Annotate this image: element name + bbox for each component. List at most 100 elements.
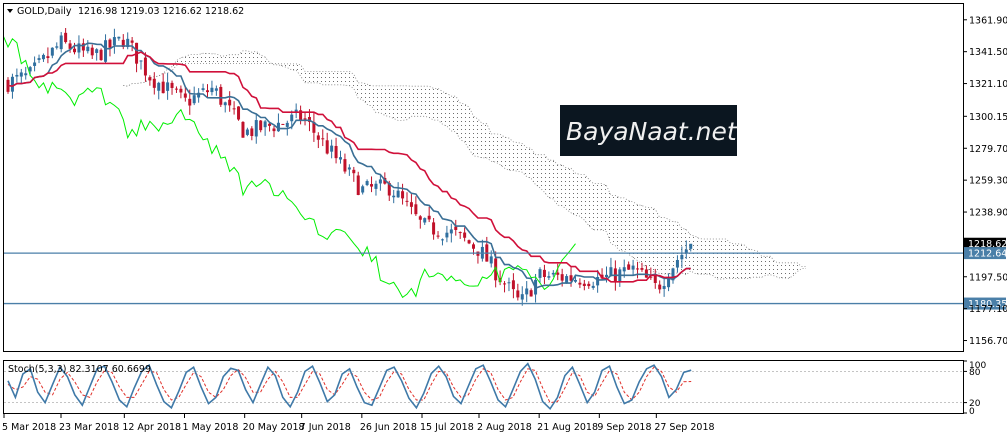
- candle-body: [631, 265, 635, 270]
- candle-body: [622, 267, 626, 272]
- candle-body: [174, 88, 178, 90]
- candle-body: [86, 46, 90, 52]
- candle-body: [551, 272, 555, 275]
- stoch-title: Stoch(5,3,3) 82.3107 60.6699: [8, 364, 151, 375]
- candle-body: [436, 235, 440, 237]
- candle-body: [263, 121, 267, 128]
- candle-body: [104, 40, 108, 62]
- price-tick-label: 1300.15: [969, 112, 1007, 123]
- candle-body: [188, 98, 192, 106]
- candle-body: [494, 258, 498, 281]
- candle-body: [356, 175, 360, 195]
- price-tick-label: 1197.50: [969, 272, 1007, 283]
- chart-header: GOLD,Daily 1216.98 1219.03 1216.62 1218.…: [7, 6, 244, 17]
- candle-body: [587, 283, 591, 287]
- ichimoku-cloud: [123, 50, 807, 280]
- candle-body: [197, 92, 201, 98]
- cloud-area: [123, 50, 807, 280]
- candle-body: [55, 46, 59, 48]
- price-marker: [964, 237, 1006, 250]
- candle-body: [680, 254, 684, 260]
- candle-body: [392, 195, 396, 198]
- senkou-span-a: [123, 50, 806, 280]
- candle-body: [312, 121, 316, 133]
- candle-body: [223, 102, 227, 106]
- candle-body: [449, 229, 453, 234]
- price-marker-label: 1212.64: [968, 249, 1007, 260]
- candle-body: [472, 244, 475, 249]
- stoch-signal-line: [7, 366, 692, 404]
- candle-body: [370, 184, 374, 187]
- candle-body: [498, 278, 502, 283]
- price-marker-label: 1180.35: [968, 299, 1007, 310]
- candle-body: [516, 290, 520, 298]
- candle-body: [152, 78, 156, 88]
- candlesticks: [6, 28, 693, 306]
- price-tick-label: 1341.50: [969, 47, 1007, 58]
- candle-body: [454, 226, 458, 230]
- candle-body: [10, 76, 14, 92]
- candle-body: [192, 95, 196, 104]
- candle-body: [689, 243, 693, 249]
- time-tick-label: 5 Mar 2018: [2, 422, 56, 433]
- candle-body: [37, 58, 41, 60]
- candle-body: [627, 264, 631, 270]
- candle-body: [121, 39, 125, 47]
- stoch-main-line: [7, 362, 692, 411]
- candle-body: [241, 121, 245, 138]
- price-tick-label: 1279.70: [969, 144, 1007, 155]
- candle-body: [139, 60, 143, 62]
- candle-body: [409, 202, 413, 207]
- candle-body: [339, 157, 342, 160]
- time-tick-label: 9 Sep 2018: [597, 422, 651, 433]
- candle-body: [268, 123, 272, 126]
- dropdown-arrow-icon[interactable]: [7, 9, 13, 13]
- candle-body: [414, 204, 418, 215]
- candle-body: [294, 109, 298, 113]
- stoch-tick-label: 100: [969, 361, 986, 371]
- price-marker: [964, 297, 1006, 310]
- candle-body: [64, 32, 68, 43]
- candle-body: [529, 290, 533, 297]
- candle-body: [591, 285, 595, 288]
- time-tick-label: 23 Mar 2018: [59, 422, 119, 433]
- time-tick-label: 15 Jul 2018: [420, 422, 474, 433]
- candle-body: [582, 283, 586, 286]
- indicator-lines: [4, 36, 691, 299]
- candle-body: [418, 216, 422, 220]
- candle-body: [214, 88, 218, 91]
- time-tick-label: 20 May 2018: [243, 422, 305, 433]
- time-tick-label: 12 Apr 2018: [122, 422, 181, 433]
- candle-body: [507, 282, 511, 284]
- candle-body: [605, 274, 608, 278]
- candle-body: [547, 276, 551, 278]
- candle-body: [427, 215, 431, 220]
- time-tick-label: 21 Aug 2018: [537, 422, 598, 433]
- time-tick-label: 2 Aug 2018: [477, 422, 532, 433]
- candle-body: [117, 36, 121, 39]
- candle-body: [378, 179, 382, 184]
- candle-body: [489, 256, 493, 264]
- candle-body: [259, 120, 263, 131]
- candle-body: [316, 135, 320, 140]
- candle-body: [206, 90, 209, 93]
- candle-body: [684, 249, 688, 253]
- candle-body: [520, 294, 524, 300]
- candle-body: [542, 269, 546, 278]
- candle-body: [219, 86, 223, 105]
- candle-body: [254, 120, 258, 137]
- candle-body: [662, 285, 666, 289]
- price-marker: [964, 247, 1006, 260]
- candle-body: [290, 114, 294, 122]
- watermark-text: BayaNaat.net: [566, 117, 738, 146]
- candle-body: [463, 232, 467, 238]
- candle-body: [334, 145, 338, 159]
- candle-body: [609, 267, 613, 277]
- candle-body: [99, 49, 103, 61]
- candle-body: [50, 47, 54, 56]
- candle-body: [569, 275, 573, 281]
- candle-body: [41, 54, 45, 60]
- candle-body: [565, 276, 569, 283]
